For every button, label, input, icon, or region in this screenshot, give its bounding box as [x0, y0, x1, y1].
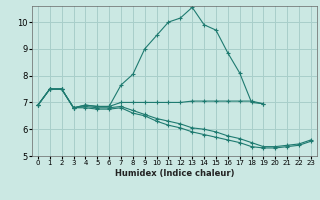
X-axis label: Humidex (Indice chaleur): Humidex (Indice chaleur) — [115, 169, 234, 178]
